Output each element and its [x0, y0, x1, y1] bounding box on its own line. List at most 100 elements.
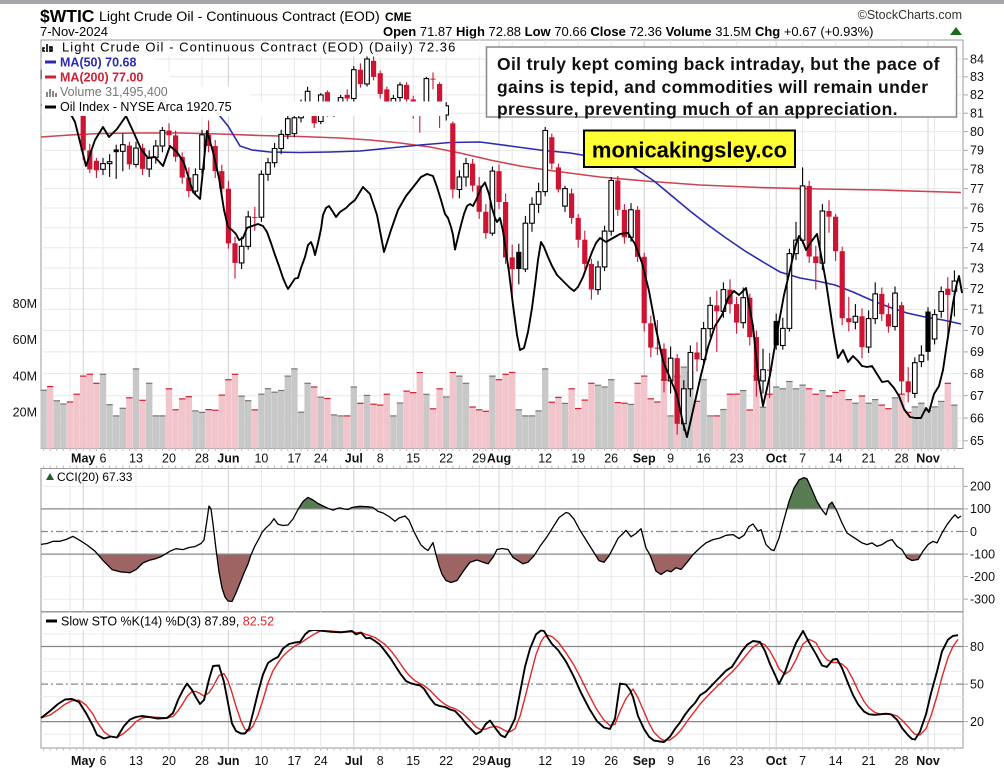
svg-text:73: 73: [970, 261, 984, 275]
svg-text:-200: -200: [970, 570, 995, 584]
svg-text:Jul: Jul: [345, 452, 363, 466]
svg-text:Slow STO %K(14) %D(3) 87.89, 8: Slow STO %K(14) %D(3) 87.89, 82.52: [61, 615, 274, 629]
svg-text:20: 20: [162, 754, 176, 768]
svg-text:monicakingsley.co: monicakingsley.co: [592, 138, 787, 163]
svg-text:69: 69: [970, 345, 984, 359]
svg-text:MA(50) 70.68: MA(50) 70.68: [60, 56, 136, 70]
svg-text:Aug: Aug: [487, 754, 511, 768]
svg-text:72: 72: [970, 282, 984, 296]
svg-text:12: 12: [538, 754, 552, 768]
svg-text:20M: 20M: [13, 406, 37, 420]
svg-text:13: 13: [129, 452, 143, 466]
svg-text:7-Nov-2024: 7-Nov-2024: [40, 24, 108, 39]
svg-text:-100: -100: [970, 547, 995, 561]
svg-text:Light Crude Oil - Continuous C: Light Crude Oil - Continuous Contract (E…: [62, 40, 456, 55]
svg-text:75: 75: [970, 221, 984, 235]
svg-text:28: 28: [895, 754, 909, 768]
svg-text:28: 28: [195, 452, 209, 466]
svg-text:60M: 60M: [13, 333, 37, 347]
svg-text:19: 19: [571, 452, 585, 466]
svg-text:16: 16: [697, 452, 711, 466]
svg-text:65: 65: [970, 434, 984, 448]
svg-text:66: 66: [970, 411, 984, 425]
svg-text:MA(200) 77.00: MA(200) 77.00: [60, 71, 143, 85]
svg-text:8: 8: [377, 452, 384, 466]
svg-text:10: 10: [254, 452, 268, 466]
svg-text:15: 15: [406, 754, 420, 768]
svg-text:15: 15: [406, 452, 420, 466]
svg-text:10: 10: [254, 754, 268, 768]
svg-text:pressure, preventing much of a: pressure, preventing much of an apprecia…: [497, 99, 898, 119]
svg-text:Aug: Aug: [487, 452, 511, 466]
svg-text:24: 24: [314, 452, 328, 466]
svg-text:21: 21: [862, 452, 876, 466]
svg-text:Jun: Jun: [217, 754, 239, 768]
svg-text:May: May: [71, 452, 95, 466]
svg-text:9: 9: [667, 452, 674, 466]
svg-text:77: 77: [970, 182, 984, 196]
svg-text:80: 80: [970, 640, 984, 654]
svg-text:29: 29: [472, 452, 486, 466]
svg-text:7: 7: [799, 754, 806, 768]
svg-text:20: 20: [970, 715, 984, 729]
svg-text:-300: -300: [970, 593, 995, 607]
svg-text:Sep: Sep: [633, 452, 656, 466]
svg-text:78: 78: [970, 163, 984, 177]
svg-text:80: 80: [970, 125, 984, 139]
svg-text:Jun: Jun: [217, 452, 239, 466]
svg-text:May: May: [71, 754, 95, 768]
svg-text:24: 24: [314, 754, 328, 768]
svg-text:40M: 40M: [13, 369, 37, 383]
svg-text:Sep: Sep: [633, 754, 656, 768]
svg-text:Oct: Oct: [766, 452, 788, 466]
svg-text:80M: 80M: [13, 297, 37, 311]
svg-text:28: 28: [195, 754, 209, 768]
svg-text:gains is tepid, and commoditie: gains is tepid, and commodities will rem…: [497, 77, 928, 97]
svg-text:17: 17: [287, 452, 301, 466]
svg-text:76: 76: [970, 201, 984, 215]
svg-text:9: 9: [667, 754, 674, 768]
svg-text:6: 6: [100, 754, 107, 768]
svg-text:21: 21: [862, 754, 876, 768]
svg-text:81: 81: [970, 107, 984, 121]
svg-text:84: 84: [970, 52, 984, 66]
svg-text:79: 79: [970, 144, 984, 158]
svg-text:Oil Index - NYSE Arca 1920.75: Oil Index - NYSE Arca 1920.75: [60, 100, 232, 114]
svg-text:83: 83: [970, 70, 984, 84]
svg-text:Oil truly kept coming back int: Oil truly kept coming back intraday, but…: [497, 54, 940, 74]
svg-text:16: 16: [697, 754, 711, 768]
svg-text:Light Crude Oil - Continuous C: Light Crude Oil - Continuous Contract (E…: [99, 9, 380, 25]
svg-text:22: 22: [439, 754, 453, 768]
svg-text:13: 13: [129, 754, 143, 768]
svg-text:26: 26: [604, 754, 618, 768]
svg-text:Open 71.87 High 72.88 Low 70: Open 71.87 High 72.88 Low 70.66 Close 72…: [383, 24, 873, 39]
svg-text:200: 200: [970, 480, 991, 494]
svg-text:14: 14: [829, 452, 843, 466]
svg-text:67: 67: [970, 389, 984, 403]
svg-text:22: 22: [439, 452, 453, 466]
svg-text:Nov: Nov: [916, 754, 940, 768]
svg-text:23: 23: [730, 754, 744, 768]
svg-text:82: 82: [970, 88, 984, 102]
svg-text:29: 29: [472, 754, 486, 768]
svg-text:28: 28: [895, 452, 909, 466]
svg-text:17: 17: [287, 754, 301, 768]
svg-text:Nov: Nov: [916, 452, 940, 466]
svg-text:$WTIC: $WTIC: [40, 6, 95, 26]
svg-text:Volume 31,495,400: Volume 31,495,400: [60, 85, 168, 99]
svg-text:19: 19: [571, 754, 585, 768]
svg-text:68: 68: [970, 367, 984, 381]
svg-text:50: 50: [970, 677, 984, 691]
svg-text:74: 74: [970, 241, 984, 255]
svg-text:70: 70: [970, 324, 984, 338]
svg-text:8: 8: [377, 754, 384, 768]
svg-text:71: 71: [970, 303, 984, 317]
svg-text:26: 26: [604, 452, 618, 466]
svg-text:12: 12: [538, 452, 552, 466]
svg-text:0: 0: [970, 525, 977, 539]
svg-text:CME: CME: [385, 10, 412, 24]
svg-text:100: 100: [970, 502, 991, 516]
svg-text:CCI(20) 67.33: CCI(20) 67.33: [57, 470, 133, 484]
svg-text:Jul: Jul: [345, 754, 363, 768]
svg-text:20: 20: [162, 452, 176, 466]
